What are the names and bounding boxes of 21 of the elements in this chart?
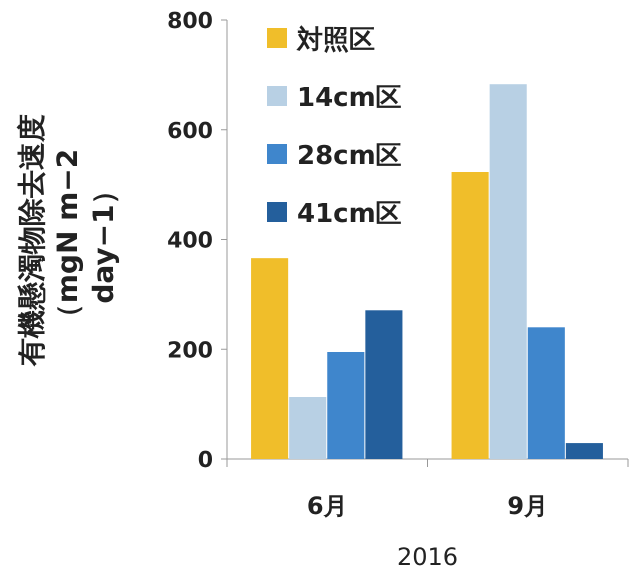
y-tick-label: 800 (167, 9, 213, 34)
y-axis-title: 有機懸濁物除去速度（mgN m−2 day−1） (14, 112, 120, 368)
x-tick-label: 9月 (507, 492, 548, 520)
bar (528, 327, 565, 459)
legend-label: 対照区 (296, 25, 375, 55)
bar (490, 84, 527, 459)
bar (365, 310, 402, 459)
bar (566, 443, 603, 459)
bar (327, 352, 364, 459)
y-tick-label: 200 (167, 338, 213, 364)
legend-label: 28cm区 (297, 141, 402, 171)
bar (289, 396, 326, 459)
bar (452, 172, 489, 459)
bar (251, 258, 288, 459)
legend-label: 41cm区 (297, 199, 402, 229)
x-axis-title: 2016 (396, 543, 458, 571)
y-tick-label: 400 (167, 228, 213, 254)
y-tick-label: 0 (198, 448, 213, 473)
legend-label: 14cm区 (297, 83, 402, 113)
x-tick-label: 6月 (306, 492, 348, 520)
y-tick-label: 600 (167, 118, 213, 144)
